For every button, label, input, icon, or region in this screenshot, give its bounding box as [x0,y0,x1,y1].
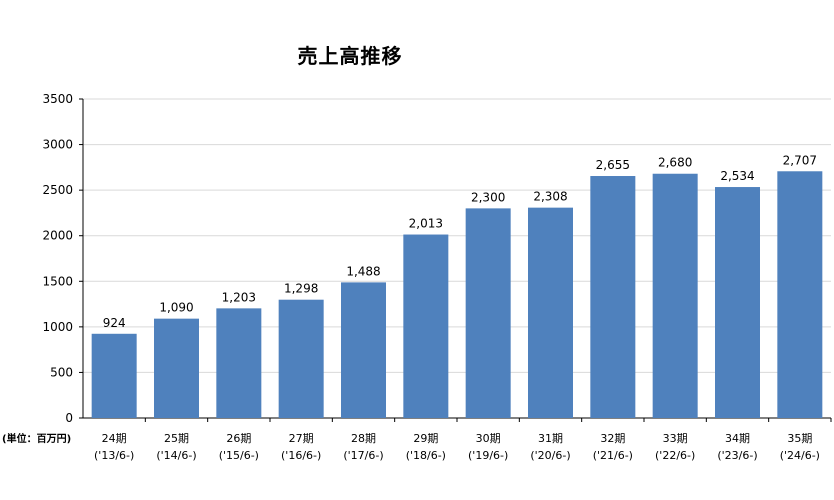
bar [590,176,636,418]
bar [403,234,449,418]
category-period-label: 26期 [226,432,251,445]
y-tick-label: 2500 [42,183,73,197]
data-label: 1,090 [159,301,193,315]
chart-title: 売上高推移 [297,44,403,68]
category-date-label: ('18/6-) [406,449,446,462]
y-tick-label: 3500 [42,92,73,106]
bar [216,308,262,418]
bar [91,333,137,418]
y-tick-label: 1500 [42,274,73,288]
category-period-label: 29期 [413,432,438,445]
y-tick-label: 1000 [42,320,73,334]
category-period-label: 27期 [289,432,314,445]
bar [465,208,511,418]
category-date-label: ('16/6-) [281,449,321,462]
category-date-label: ('19/6-) [468,449,508,462]
category-period-label: 25期 [164,432,189,445]
data-label: 2,707 [783,153,817,167]
bar [528,207,573,418]
category-period-label: 35期 [787,432,812,445]
data-label: 1,298 [284,282,318,296]
category-period-label: 32期 [600,432,625,445]
data-label: 2,013 [409,217,443,231]
y-tick-label: 500 [50,365,73,379]
category-date-label: ('24/6-) [780,449,820,462]
category-period-label: 33期 [663,432,688,445]
category-date-label: ('23/6-) [717,449,757,462]
bar [154,318,199,418]
unit-label: (単位：百万円) [2,432,71,445]
category-date-label: ('22/6-) [655,449,695,462]
data-label: 1,488 [346,264,380,278]
data-label: 2,655 [596,158,630,172]
category-period-label: 28期 [351,432,376,445]
category-date-label: ('21/6-) [593,449,633,462]
y-tick-label: 3000 [42,138,73,152]
category-date-label: ('15/6-) [219,449,259,462]
category-date-label: ('17/6-) [343,449,383,462]
data-label: 2,300 [471,190,505,204]
data-label: 924 [103,316,126,330]
bar [715,187,760,418]
y-tick-label: 2000 [42,229,73,243]
bar [652,173,698,418]
category-date-label: ('20/6-) [530,449,570,462]
data-label: 1,203 [222,290,256,304]
bar [341,282,386,418]
bar [278,299,324,418]
data-label: 2,308 [533,190,567,204]
bar [777,171,823,418]
category-period-label: 34期 [725,432,750,445]
data-label: 2,534 [720,169,754,183]
category-date-label: ('13/6-) [94,449,134,462]
category-period-label: 24期 [102,432,127,445]
category-period-label: 30期 [476,432,501,445]
category-period-label: 31期 [538,432,563,445]
y-tick-label: 0 [65,411,73,425]
data-label: 2,680 [658,156,692,170]
category-date-label: ('14/6-) [156,449,196,462]
